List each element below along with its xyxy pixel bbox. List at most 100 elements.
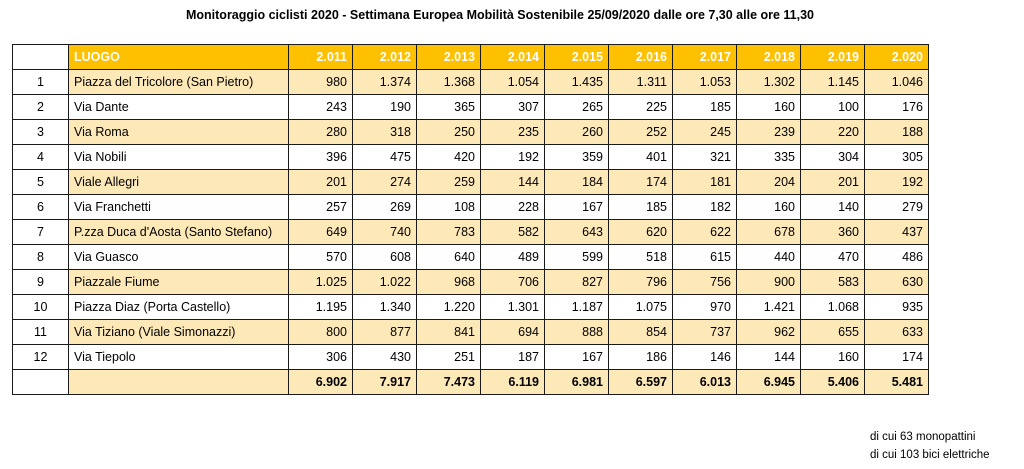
row-value: 225	[608, 94, 673, 120]
row-value: 190	[352, 94, 417, 120]
row-value: 430	[352, 344, 417, 370]
row-value: 192	[480, 144, 545, 170]
totals-label-cell	[68, 369, 289, 395]
row-location: Via Nobili	[68, 144, 289, 170]
row-value: 167	[544, 344, 609, 370]
row-value: 630	[864, 269, 929, 295]
table-row: 10 Piazza Diaz (Porta Castello) 1.195 1.340…	[12, 294, 929, 320]
row-value: 796	[608, 269, 673, 295]
row-value: 174	[608, 169, 673, 195]
row-value: 186	[608, 344, 673, 370]
row-value: 187	[480, 344, 545, 370]
row-value: 1.302	[736, 69, 801, 95]
row-value: 1.220	[416, 294, 481, 320]
table-row: 9 Piazzale Fiume 1.025 1.022 968 706 827 796 756…	[12, 269, 929, 295]
row-value: 756	[672, 269, 737, 295]
row-value: 274	[352, 169, 417, 195]
cyclist-count-table: LUOGO 2.011 2.012 2.013 2.014 2.015 2.01…	[12, 44, 929, 395]
row-location: Via Tiziano (Viale Simonazzi)	[68, 319, 289, 345]
table-row: 4 Via Nobili 396 475 420 192 359 401 321 335 304 30…	[12, 144, 929, 170]
row-value: 582	[480, 219, 545, 245]
row-index: 12	[12, 344, 69, 370]
row-index: 7	[12, 219, 69, 245]
row-value: 396	[288, 144, 353, 170]
header-year: 2.012	[352, 44, 417, 70]
row-value: 570	[288, 244, 353, 270]
page-title: Monitoraggio ciclisti 2020 - Settimana E…	[185, 8, 815, 22]
header-year: 2.019	[800, 44, 865, 70]
row-value: 827	[544, 269, 609, 295]
row-index: 4	[12, 144, 69, 170]
row-value: 900	[736, 269, 801, 295]
row-value: 877	[352, 319, 417, 345]
row-value: 486	[864, 244, 929, 270]
total-value: 7.473	[416, 369, 481, 395]
table-row: 12 Via Tiepolo 306 430 251 187 167 186 146 144 160…	[12, 344, 929, 370]
header-year: 2.011	[288, 44, 353, 70]
row-value: 245	[672, 119, 737, 145]
row-value: 174	[864, 344, 929, 370]
row-value: 888	[544, 319, 609, 345]
row-value: 1.075	[608, 294, 673, 320]
row-location: P.zza Duca d'Aosta (Santo Stefano)	[68, 219, 289, 245]
row-value: 304	[800, 144, 865, 170]
header-year: 2.014	[480, 44, 545, 70]
row-value: 489	[480, 244, 545, 270]
row-value: 176	[864, 94, 929, 120]
total-value: 6.945	[736, 369, 801, 395]
row-index: 10	[12, 294, 69, 320]
row-value: 146	[672, 344, 737, 370]
row-location: Viale Allegri	[68, 169, 289, 195]
row-value: 359	[544, 144, 609, 170]
row-value: 108	[416, 194, 481, 220]
row-value: 259	[416, 169, 481, 195]
header-year: 2.013	[416, 44, 481, 70]
row-value: 980	[288, 69, 353, 95]
total-value: 7.917	[352, 369, 417, 395]
row-value: 1.022	[352, 269, 417, 295]
row-value: 160	[736, 194, 801, 220]
row-value: 1.368	[416, 69, 481, 95]
row-location: Via Guasco	[68, 244, 289, 270]
row-value: 1.068	[800, 294, 865, 320]
row-value: 160	[736, 94, 801, 120]
header-year: 2.018	[736, 44, 801, 70]
header-location: LUOGO	[68, 44, 289, 70]
row-index: 3	[12, 119, 69, 145]
note-ebikes: di cui 103 bici elettriche	[870, 449, 990, 461]
row-value: 740	[352, 219, 417, 245]
row-value: 678	[736, 219, 801, 245]
row-index: 6	[12, 194, 69, 220]
row-value: 318	[352, 119, 417, 145]
header-year: 2.016	[608, 44, 673, 70]
table-row: 11 Via Tiziano (Viale Simonazzi) 800 877 841…	[12, 319, 929, 345]
row-value: 185	[672, 94, 737, 120]
row-value: 307	[480, 94, 545, 120]
row-value: 440	[736, 244, 801, 270]
table-row: 3 Via Roma 280 318 250 235 260 252 245 239 220 188	[12, 119, 929, 145]
total-value: 6.981	[544, 369, 609, 395]
row-location: Via Tiepolo	[68, 344, 289, 370]
row-value: 144	[736, 344, 801, 370]
row-value: 633	[864, 319, 929, 345]
row-index: 5	[12, 169, 69, 195]
row-value: 250	[416, 119, 481, 145]
row-value: 1.195	[288, 294, 353, 320]
row-value: 620	[608, 219, 673, 245]
row-value: 655	[800, 319, 865, 345]
row-value: 335	[736, 144, 801, 170]
row-value: 615	[672, 244, 737, 270]
total-value: 5.481	[864, 369, 929, 395]
row-value: 783	[416, 219, 481, 245]
row-value: 257	[288, 194, 353, 220]
row-location: Piazza del Tricolore (San Pietro)	[68, 69, 289, 95]
row-value: 181	[672, 169, 737, 195]
row-value: 1.054	[480, 69, 545, 95]
row-value: 360	[800, 219, 865, 245]
row-value: 962	[736, 319, 801, 345]
table-body: LUOGO 2.011 2.012 2.013 2.014 2.015 2.01…	[12, 44, 929, 395]
row-value: 420	[416, 144, 481, 170]
row-value: 706	[480, 269, 545, 295]
row-value: 437	[864, 219, 929, 245]
row-value: 188	[864, 119, 929, 145]
